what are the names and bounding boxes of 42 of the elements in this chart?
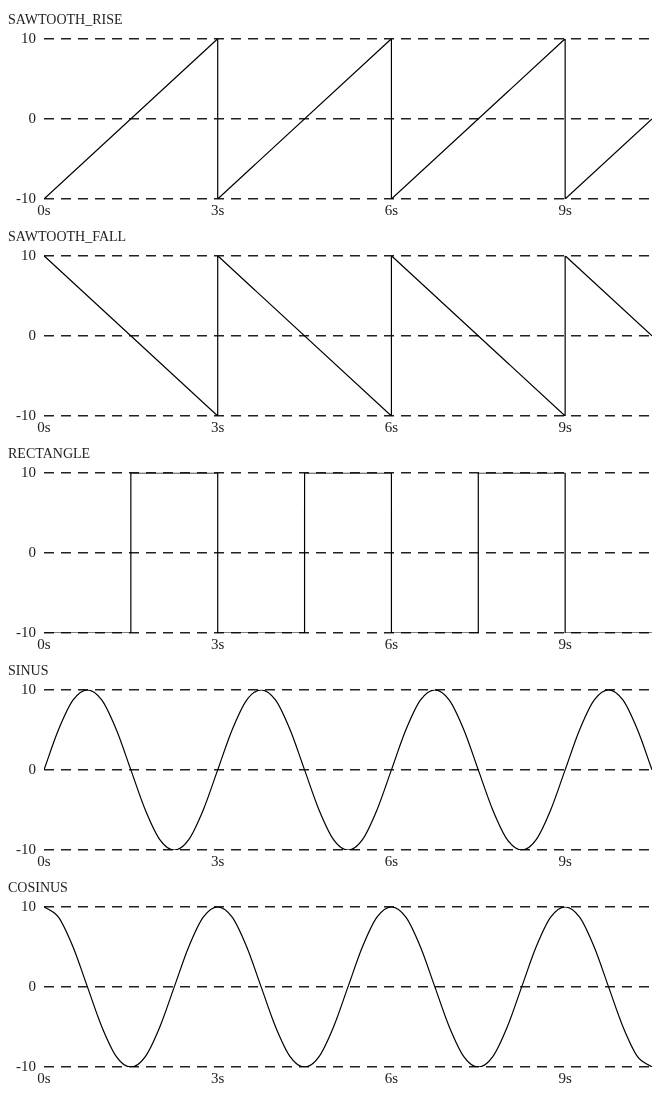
y-tick-label: 10	[21, 29, 36, 46]
x-tick-label: 9s	[558, 852, 572, 869]
y-tick-label: 0	[28, 760, 36, 777]
y-tick-label: 10	[21, 246, 36, 263]
line-series	[44, 906, 652, 1067]
y-tick-label: 10	[21, 680, 36, 697]
chart-title: COSINUS	[8, 880, 68, 896]
x-tick-label: 9s	[558, 1069, 572, 1086]
y-tick-label: 0	[28, 109, 36, 126]
y-tick-label: -10	[16, 189, 36, 206]
y-tick-label: -10	[16, 406, 36, 423]
x-tick-label: 3s	[211, 201, 225, 218]
chart-title: SINUS	[8, 663, 49, 679]
y-tick-label: 0	[28, 977, 36, 994]
y-tick-label: 0	[28, 326, 36, 343]
x-tick-label: 3s	[211, 418, 225, 435]
line-series	[44, 689, 652, 850]
x-tick-label: 9s	[558, 201, 572, 218]
x-tick-label: 6s	[384, 852, 399, 869]
x-tick-label: 0s	[37, 852, 51, 869]
chart-title: RECTANGLE	[8, 446, 91, 462]
y-tick-label: -10	[16, 1057, 36, 1074]
x-tick-label: 3s	[211, 852, 225, 869]
y-tick-label: -10	[16, 840, 36, 857]
y-tick-label: 10	[21, 897, 36, 914]
y-tick-label: 0	[28, 543, 36, 560]
x-tick-label: 6s	[384, 418, 399, 435]
x-tick-label: 6s	[384, 201, 399, 218]
chart-title: SAWTOOTH_FALL	[8, 229, 127, 245]
x-tick-label: 9s	[558, 418, 572, 435]
chart-title: SAWTOOTH_RISE	[8, 12, 123, 28]
x-tick-label: 0s	[37, 635, 51, 652]
x-tick-label: 6s	[384, 1069, 399, 1086]
x-tick-label: 0s	[37, 1069, 51, 1086]
x-tick-label: 3s	[211, 635, 225, 652]
x-tick-label: 6s	[384, 635, 399, 652]
x-tick-label: 0s	[37, 418, 51, 435]
y-tick-label: 10	[21, 463, 36, 480]
x-tick-label: 9s	[558, 635, 572, 652]
y-tick-label: -10	[16, 623, 36, 640]
x-tick-label: 3s	[211, 1069, 225, 1086]
x-tick-label: 0s	[37, 201, 51, 218]
